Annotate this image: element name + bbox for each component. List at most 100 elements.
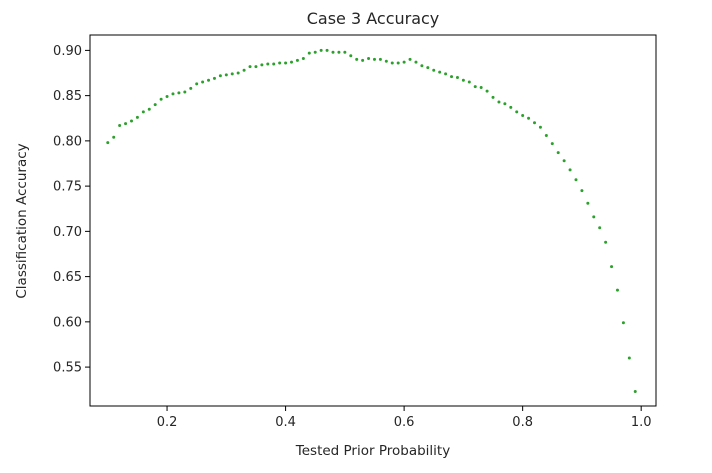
data-point xyxy=(426,66,430,70)
data-point xyxy=(372,57,376,61)
data-point xyxy=(396,61,400,65)
chart-title: Case 3 Accuracy xyxy=(307,9,440,28)
data-point xyxy=(420,64,424,68)
data-point xyxy=(568,168,572,172)
data-point xyxy=(598,226,602,230)
data-point xyxy=(515,110,519,114)
data-point xyxy=(260,63,264,67)
data-point xyxy=(521,114,525,118)
data-point xyxy=(177,91,181,95)
data-point xyxy=(562,159,566,163)
data-point xyxy=(325,48,329,52)
data-point xyxy=(159,97,163,101)
data-point xyxy=(343,50,347,54)
data-point xyxy=(124,122,128,126)
data-point xyxy=(461,78,465,82)
data-point xyxy=(254,65,258,69)
data-point xyxy=(444,72,448,76)
data-point xyxy=(224,73,228,77)
data-point xyxy=(313,50,317,54)
y-tick-label: 0.70 xyxy=(53,225,82,240)
y-tick-label: 0.60 xyxy=(53,315,82,330)
data-point xyxy=(414,60,418,64)
data-point xyxy=(171,92,175,96)
data-points xyxy=(106,48,637,394)
data-point xyxy=(586,201,590,205)
data-point xyxy=(147,107,151,111)
x-axis-label: Tested Prior Probability xyxy=(295,443,450,459)
y-tick-label: 0.85 xyxy=(53,89,82,104)
data-point xyxy=(467,80,471,84)
data-point xyxy=(615,288,619,292)
data-point xyxy=(295,58,299,62)
data-point xyxy=(141,110,145,114)
data-point xyxy=(129,119,133,123)
data-point xyxy=(503,102,507,106)
plot-area-frame xyxy=(89,34,657,407)
data-point xyxy=(627,356,631,360)
data-point xyxy=(479,85,483,89)
data-point xyxy=(580,189,584,193)
data-point xyxy=(610,265,614,269)
data-point xyxy=(544,133,548,137)
data-point xyxy=(509,105,513,109)
data-point xyxy=(248,65,252,69)
data-point xyxy=(207,78,211,82)
data-point xyxy=(367,57,371,61)
data-point xyxy=(527,116,531,120)
data-point xyxy=(538,125,542,129)
y-tick-label: 0.90 xyxy=(53,44,82,59)
data-point xyxy=(189,86,193,90)
data-point xyxy=(212,76,216,80)
x-tick-label: 0.8 xyxy=(512,415,533,430)
data-point xyxy=(331,50,335,54)
data-point xyxy=(307,51,311,55)
data-point xyxy=(432,68,436,72)
data-point xyxy=(497,100,501,104)
data-point xyxy=(402,60,406,64)
data-point xyxy=(319,48,323,52)
data-point xyxy=(153,103,157,107)
data-point xyxy=(592,215,596,219)
data-point xyxy=(337,50,341,54)
y-tick-label: 0.55 xyxy=(53,361,82,376)
data-point xyxy=(361,58,365,62)
data-point xyxy=(301,57,305,61)
data-point xyxy=(384,59,388,63)
data-point xyxy=(621,321,625,325)
data-point xyxy=(633,390,637,394)
data-point xyxy=(290,60,294,64)
data-point xyxy=(135,115,139,119)
data-point xyxy=(604,240,608,244)
data-point xyxy=(574,178,578,182)
data-point xyxy=(165,95,169,99)
x-tick-label: 1.0 xyxy=(631,415,652,430)
data-point xyxy=(349,54,353,58)
data-point xyxy=(390,61,394,65)
data-point xyxy=(106,141,110,145)
data-point xyxy=(201,80,205,84)
data-point xyxy=(272,62,276,66)
data-point xyxy=(438,70,442,74)
data-point xyxy=(278,61,282,65)
data-point xyxy=(242,68,246,72)
y-tick-label: 0.65 xyxy=(53,270,82,285)
data-point xyxy=(218,74,222,78)
y-axis: 0.55 0.60 0.65 0.70 0.75 0.80 0.85 0.90 xyxy=(53,44,90,376)
data-point xyxy=(266,62,270,66)
data-point xyxy=(556,151,560,155)
data-point xyxy=(408,57,412,61)
data-point xyxy=(112,135,116,139)
data-point xyxy=(450,75,454,79)
data-point xyxy=(195,82,199,86)
data-point xyxy=(491,95,495,99)
data-point xyxy=(455,76,459,80)
x-tick-label: 0.2 xyxy=(157,415,178,430)
y-tick-label: 0.80 xyxy=(53,134,82,149)
data-point xyxy=(485,89,489,93)
data-point xyxy=(230,72,234,76)
y-axis-label: Classification Accuracy xyxy=(14,143,30,298)
data-point xyxy=(378,57,382,61)
data-point xyxy=(550,142,554,146)
x-tick-label: 0.4 xyxy=(275,415,296,430)
